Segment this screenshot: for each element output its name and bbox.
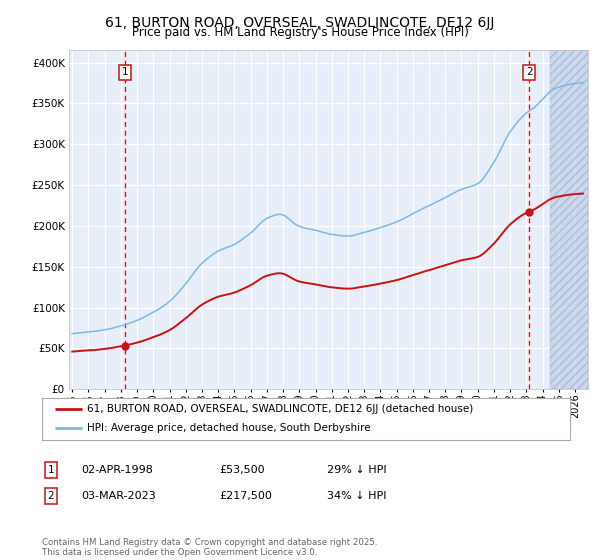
Text: £217,500: £217,500	[219, 491, 272, 501]
Text: 2: 2	[47, 491, 55, 501]
Text: 02-APR-1998: 02-APR-1998	[81, 465, 153, 475]
Text: £53,500: £53,500	[219, 465, 265, 475]
Text: 34% ↓ HPI: 34% ↓ HPI	[327, 491, 386, 501]
Text: 2: 2	[526, 67, 532, 77]
Text: 1: 1	[122, 67, 128, 77]
Text: 61, BURTON ROAD, OVERSEAL, SWADLINCOTE, DE12 6JJ: 61, BURTON ROAD, OVERSEAL, SWADLINCOTE, …	[106, 16, 494, 30]
Text: 61, BURTON ROAD, OVERSEAL, SWADLINCOTE, DE12 6JJ (detached house): 61, BURTON ROAD, OVERSEAL, SWADLINCOTE, …	[87, 404, 473, 414]
Bar	[550, 50, 588, 389]
Text: Contains HM Land Registry data © Crown copyright and database right 2025.
This d: Contains HM Land Registry data © Crown c…	[42, 538, 377, 557]
Text: 1: 1	[47, 465, 55, 475]
Text: 29% ↓ HPI: 29% ↓ HPI	[327, 465, 386, 475]
Text: 03-MAR-2023: 03-MAR-2023	[81, 491, 156, 501]
Text: Price paid vs. HM Land Registry's House Price Index (HPI): Price paid vs. HM Land Registry's House …	[131, 26, 469, 39]
Text: HPI: Average price, detached house, South Derbyshire: HPI: Average price, detached house, Sout…	[87, 423, 371, 433]
